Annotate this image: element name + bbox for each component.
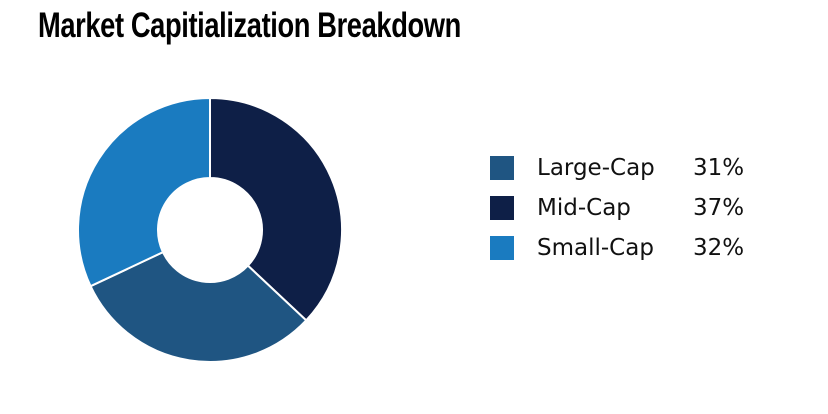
legend-item: Large-Cap 31% (490, 155, 744, 181)
legend-value: 31% (693, 155, 745, 181)
legend-label: Large-Cap (537, 155, 655, 181)
legend-swatch (490, 196, 514, 220)
chart-title: Market Capitialization Breakdown (38, 6, 461, 45)
legend-value: 37% (693, 195, 745, 221)
legend-label: Small-Cap (537, 235, 654, 261)
legend-item: Mid-Cap 37% (490, 195, 744, 221)
legend-swatch (490, 156, 514, 180)
legend-swatch (490, 236, 514, 260)
legend-label: Mid-Cap (537, 195, 631, 221)
slice-mid-cap (209, 96, 343, 322)
slice-small-cap (77, 96, 211, 288)
legend-item: Small-Cap 32% (490, 235, 744, 261)
legend-value: 32% (693, 235, 745, 261)
slice-large-cap (89, 250, 308, 363)
